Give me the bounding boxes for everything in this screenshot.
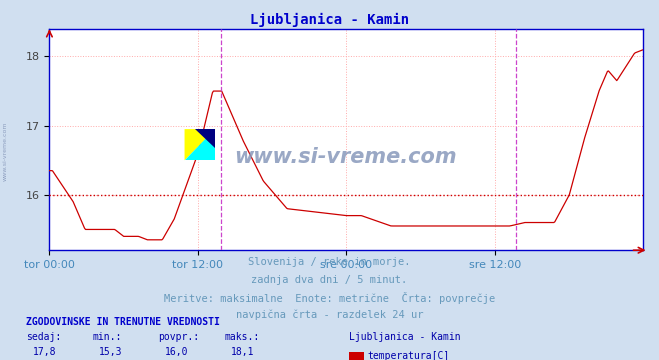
Text: Ljubljanica - Kamin: Ljubljanica - Kamin <box>349 332 461 342</box>
Text: 17,8: 17,8 <box>33 347 57 357</box>
Polygon shape <box>185 129 215 160</box>
Text: Ljubljanica - Kamin: Ljubljanica - Kamin <box>250 13 409 27</box>
Text: sedaj:: sedaj: <box>26 332 61 342</box>
Text: navpična črta - razdelek 24 ur: navpična črta - razdelek 24 ur <box>236 309 423 320</box>
Text: Meritve: maksimalne  Enote: metrične  Črta: povprečje: Meritve: maksimalne Enote: metrične Črta… <box>164 292 495 304</box>
Text: povpr.:: povpr.: <box>158 332 199 342</box>
Polygon shape <box>185 129 215 160</box>
Text: 18,1: 18,1 <box>231 347 254 357</box>
Polygon shape <box>195 129 215 148</box>
Text: Slovenija / reke in morje.: Slovenija / reke in morje. <box>248 257 411 267</box>
Text: maks.:: maks.: <box>224 332 259 342</box>
Text: zadnja dva dni / 5 minut.: zadnja dva dni / 5 minut. <box>251 275 408 285</box>
Text: temperatura[C]: temperatura[C] <box>368 351 450 360</box>
Text: www.si-vreme.com: www.si-vreme.com <box>3 121 8 181</box>
Text: min.:: min.: <box>92 332 122 342</box>
Text: www.si-vreme.com: www.si-vreme.com <box>235 147 457 167</box>
Text: 15,3: 15,3 <box>99 347 123 357</box>
Text: ZGODOVINSKE IN TRENUTNE VREDNOSTI: ZGODOVINSKE IN TRENUTNE VREDNOSTI <box>26 317 220 327</box>
Text: 16,0: 16,0 <box>165 347 188 357</box>
